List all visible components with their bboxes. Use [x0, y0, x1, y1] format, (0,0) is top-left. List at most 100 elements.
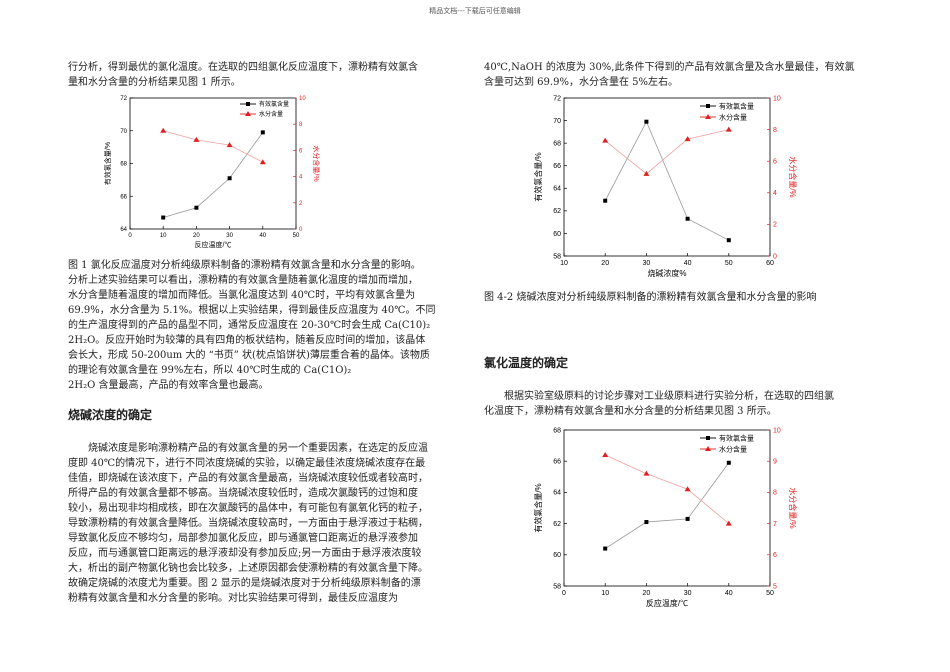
text-line: 的理论有效氯含量在 99%左右，所以 40℃时生成的 Ca(C1O)₂ — [68, 365, 352, 376]
y-tick-label: 62 — [553, 208, 561, 215]
y2-tick-label: 7 — [773, 521, 777, 528]
x-tick-label: 50 — [293, 233, 300, 239]
text-line: 度即 40℃的情况下，进行不同浓度烧碱的实验，以确定最佳浓度烧碱浓度存在最 — [68, 458, 426, 469]
plot-frame — [563, 429, 771, 587]
y2-tick-label: 6 — [773, 159, 777, 166]
x-tick-label: 40 — [684, 260, 692, 267]
y2-axis-label: 水分含量/% — [788, 156, 798, 197]
y2-tick-label: 8 — [773, 490, 777, 497]
legend-label: 水分含量 — [259, 110, 283, 118]
x-tick-label: 60 — [766, 260, 774, 267]
data-point — [226, 142, 233, 148]
y-axis-label: 有效氯含量/% — [533, 483, 543, 532]
chart-chlorination-temperature: 0 10 20 30 40 5064666870720246810反应温度/℃有效氯含量/… — [103, 96, 321, 249]
data-point — [602, 137, 609, 143]
legend-marker — [705, 446, 711, 451]
data-point — [685, 516, 690, 521]
y-tick-label: 64 — [553, 186, 561, 193]
fig1-caption-paragraph: 图 1 氯化反应温度对分析纯级原料制备的漂粉精有效氯含量和水分含量的影响。 分析… — [68, 258, 435, 393]
text-line: 量和水分含量的分析结果见图 1 所示。 — [68, 77, 241, 88]
y-tick-label: 66 — [553, 459, 561, 466]
data-point — [259, 159, 266, 165]
x-axis-label: 烧碱浓度% — [647, 268, 686, 278]
x-tick-label: 0 — [562, 590, 566, 597]
x-tick-label: 30 — [226, 233, 233, 239]
text-line: 行分析，得到最优的氯化温度。在选取的四组氯化反应温度下，漂粉精有效氯含 — [68, 62, 418, 73]
y-tick-label: 60 — [553, 231, 561, 238]
text-line: 水分含量随着温度的增加而降低。当氯化温度达到 40℃时，平均有效氯含量为 — [68, 290, 416, 301]
x-tick-label: 10 — [160, 233, 167, 239]
y-tick-label: 66 — [120, 194, 127, 200]
series-line — [604, 129, 729, 175]
data-point — [643, 170, 650, 176]
y2-tick-label: 8 — [299, 122, 303, 128]
chlorination-body-paragraph: 根据实验室级原料的讨论步骤对工业级原料进行实验分析，在选取的四组氯 化温度下，漂… — [484, 389, 834, 419]
data-point — [685, 216, 690, 221]
series-line — [604, 462, 730, 549]
x-axis-label: 反应温度/℃ — [195, 240, 232, 249]
text-line: 反应，而与通氯管口距离远的悬浮液却没有参加反应;另一方面由于悬浮液浓度较 — [68, 548, 422, 559]
left-intro-paragraph: 行分析，得到最优的氯化温度。在选取的四组氯化反应温度下，漂粉精有效氯含 量和水分… — [68, 60, 418, 90]
legend-label: 有效氯含量 — [259, 100, 289, 108]
naoh-body-paragraph: 烧碱浓度是影响漂粉精产品的有效氯含量的另一个重要因素，在选定的反应温 度即 40… — [68, 441, 428, 606]
data-point — [227, 176, 232, 181]
x-axis-label: 反应温度/℃ — [646, 598, 688, 608]
text-line: 化温度下，漂粉精有效氯含量和水分含量的分析结果见图 3 所示。 — [484, 406, 777, 417]
legend-label: 有效氯含量 — [719, 101, 754, 110]
y2-tick-label: 4 — [299, 175, 303, 181]
y2-tick-label: 2 — [773, 222, 777, 229]
y2-tick-label: 0 — [299, 227, 303, 233]
text-line: 2H₂O 含量最高，产品的有效率含量也最高。 — [68, 380, 269, 391]
text-line: 故确定烧碱的浓度尤为重要。图 2 显示的是烧碱浓度对于分析纯级原料制备的漂 — [68, 578, 421, 589]
x-tick-label: 50 — [725, 260, 733, 267]
y-axis-label: 有效氯含量/% — [533, 152, 543, 201]
data-point — [644, 119, 649, 124]
x-tick-label: 40 — [259, 233, 266, 239]
text-line: 佳值，即烧碱在该浓度下，产品的有效氯含量最高，当烧碱浓度较低或者较高时， — [68, 473, 428, 484]
y-tick-label: 68 — [120, 162, 127, 168]
text-line: 图 1 氯化反应温度对分析纯级原料制备的漂粉精有效氯含量和水分含量的影响。 — [68, 260, 421, 271]
x-tick-label: 30 — [684, 590, 692, 597]
y-tick-label: 72 — [553, 95, 561, 102]
y2-tick-label: 6 — [299, 148, 303, 154]
text-line: 分析上述实验结果可以看出，漂粉精的有效氯含量随着氯化温度的增加而增加， — [68, 275, 418, 286]
text-line: 烧碱浓度是影响漂粉精产品的有效氯含量的另一个重要因素，在选定的反应温 — [88, 443, 428, 454]
y2-tick-label: 0 — [773, 253, 777, 260]
y2-tick-label: 8 — [773, 127, 777, 134]
y-tick-label: 62 — [553, 521, 561, 528]
y-tick-label: 68 — [553, 427, 561, 434]
data-point — [725, 520, 732, 526]
series-line — [604, 120, 729, 241]
y-tick-label: 70 — [553, 118, 561, 125]
text-line: 导致氯化反应不够均匀，局部参加氯化反应，即与通氯管口距离近的悬浮液参加 — [68, 533, 418, 544]
y2-tick-label: 9 — [773, 459, 777, 466]
y2-tick-label: 4 — [773, 190, 777, 197]
data-point — [684, 486, 691, 492]
text-line: 40℃,NaOH 的浓度为 30%,此条件下得到的产品有效氯含量及含水量最佳，有… — [484, 62, 855, 73]
x-tick-label: 50 — [766, 590, 774, 597]
data-point — [644, 520, 649, 525]
data-point — [725, 126, 732, 132]
text-line: 所得产品的有效氯含量都不够高。当烧碱浓度较低时，造成次氯酸钙的过饱和度 — [68, 488, 418, 499]
text-line: 的生产温度得到的产品的晶型不同，通常反应温度在 20-30℃时会生成 Ca(C1… — [68, 320, 431, 331]
data-point — [684, 136, 691, 142]
series-line — [605, 454, 730, 524]
series-line — [163, 130, 263, 163]
y-tick-label: 68 — [553, 140, 561, 147]
chart-industrial-chlorination-temperature: 0 10 20 30 40 50 58 60 62 64 66 68 5 6 7 8 9 10 反应温度/℃ 有效氯含… — [533, 427, 798, 608]
legend-marker — [705, 114, 711, 119]
right-intro-paragraph: 40℃,NaOH 的浓度为 30%,此条件下得到的产品有效氯含量及含水量最佳，有… — [484, 60, 854, 90]
data-point — [160, 127, 167, 133]
y-tick-label: 58 — [553, 253, 561, 260]
y-tick-label: 70 — [120, 129, 127, 135]
legend-marker — [246, 102, 250, 106]
legend-label: 水分含量 — [719, 444, 747, 453]
y2-tick-label: 10 — [299, 96, 306, 102]
series-line — [163, 132, 264, 218]
text-line: 根据实验室级原料的讨论步骤对工业级原料进行实验分析，在选取的四组氯 — [504, 391, 834, 402]
page-header: 精品文档---下载后可任意编辑 — [429, 7, 521, 15]
data-point — [194, 205, 199, 210]
fig2-caption: 图 4-2 烧碱浓度对分析纯级原料制备的漂粉精有效氯含量和水分含量的影响 — [484, 292, 817, 303]
y2-tick-label: 10 — [773, 427, 781, 434]
data-point — [193, 136, 200, 142]
